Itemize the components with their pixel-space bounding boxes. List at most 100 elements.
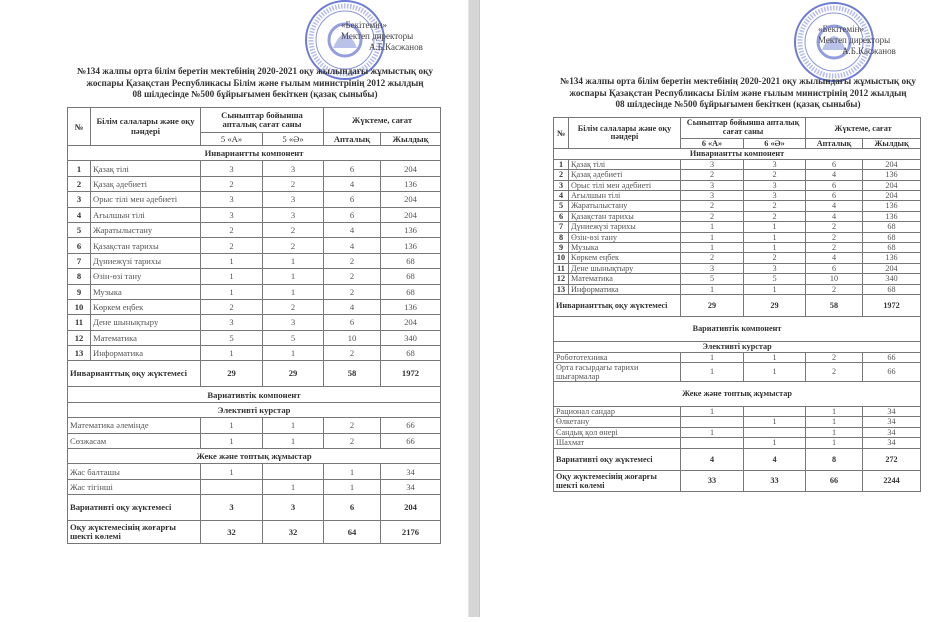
table-row: Өлкетану 1 1 34 [553,416,922,428]
header-class-b: 5 «Ә» [262,132,324,146]
hours-class-b: 1 [262,268,324,285]
curriculum-table: № Білім салалары және оқу пәндері Сыныптар… [552,116,922,492]
section-label: Элективті курстар [66,401,442,419]
hours-class-b: 3 [262,160,324,177]
hours-yearly: 204 [861,158,922,171]
hours-weekly: 1 [805,405,863,418]
hours-weekly: 10 [805,273,863,285]
hours-class-b: 29 [743,294,806,318]
hours-class-a: 1 [200,432,263,450]
hours-class-a: 1 [200,283,263,300]
hours-yearly: 136 [861,169,922,181]
section-row: Вариативтік компонент [552,316,922,343]
document-page-right: «Бекітемін» Мектеп директоры А.Б.Касжано… [478,0,950,622]
hours-weekly: 4 [805,200,863,212]
hours-class-a: 1 [680,231,744,244]
hours-weekly: 2 [805,351,863,363]
hours-weekly: 6 [323,494,381,522]
section-label: Жеке және топтық жұмыстар [66,448,442,465]
table-row: 5 Жаратылыстану 2 2 4 136 [553,200,922,212]
hours-class-a: 1 [200,252,263,270]
hours-class-a: 1 [680,361,744,382]
table-row: 12 Математика 5 5 10 340 [553,273,922,285]
official-stamp-icon [305,0,385,80]
hours-class-a: 5 [200,329,263,347]
hours-yearly: 68 [861,221,922,233]
hours-class-a: 1 [680,351,744,363]
hours-weekly: 64 [323,520,381,545]
header-yearly: Жылдық [861,137,922,150]
hours-class-a: 2 [680,252,744,264]
hours-class-a: 29 [200,360,263,388]
hours-class-b: 5 [743,273,806,285]
hours-yearly: 204 [379,494,442,522]
hours-weekly: 6 [805,158,863,171]
hours-weekly: 1 [323,463,381,480]
subject-name: Орыс тілі мен әдебиеті [568,179,681,192]
hours-class-a: 2 [200,175,263,193]
hours-yearly: 136 [861,252,922,264]
row-number: 4 [553,190,569,202]
table-header-row: № Білім салалары және оқу пәндері Сыныптар… [553,116,922,150]
total-label: Оқу жүктемесінің жоғарғы шекті көлемі [67,520,201,545]
hours-yearly: 34 [861,416,922,428]
hours-class-b: 5 [262,329,324,347]
table-row: 8 Өзін-өзі тану 1 1 2 68 [553,231,922,244]
table-row: Сөзжасам 1 1 2 66 [67,432,442,450]
hours-yearly: 68 [861,283,922,296]
hours-class-a: 1 [200,463,263,480]
hours-class-b: 3 [262,494,324,522]
section-label: Вариативтік компонент [66,386,442,403]
hours-weekly: 6 [805,190,863,202]
table-row: Шахмат 1 1 34 [553,437,922,449]
hours-class-b: 29 [262,360,324,388]
course-name: Сандық қол өнері [553,426,681,439]
hours-class-a: 1 [200,417,263,434]
hours-yearly: 136 [379,221,442,239]
hours-class-b: 3 [743,190,806,202]
row-number: 13 [553,283,569,296]
title-line: №134 жалпы орта білім беретін мектебінің… [559,76,916,86]
course-name: Математика әлемінде [67,417,201,434]
subject-name: Қазақ әдебиеті [568,169,681,181]
table-subheader-row: 5 «А» 5 «Ә» Апталық Жылдық [68,132,442,146]
row-number: 7 [553,221,569,233]
section-row: Вариативтік компонент [66,386,442,403]
hours-yearly: 66 [379,417,442,434]
row-number: 7 [67,252,91,270]
course-name: Жас балташы [67,463,201,480]
course-name: Орта ғасырдағы тарихи шығармалар [553,361,681,382]
subject-name: Музыка [568,242,681,254]
hours-weekly: 4 [323,237,381,254]
hours-weekly: 10 [323,329,381,347]
title-line: №134 жалпы орта білім беретін мектебінің… [76,66,433,76]
section-row: Жеке және топтық жұмыстар [66,448,442,465]
hours-yearly: 66 [861,351,922,363]
row-number: 5 [553,200,569,212]
hours-class-a: 2 [200,221,263,239]
hours-class-a: 3 [680,158,744,171]
document-title: №134 жалпы орта білім беретін мектебінің… [60,66,450,101]
hours-class-b: 1 [743,351,806,363]
page-divider [468,0,480,617]
row-number: 11 [553,262,569,275]
row-number: 8 [67,268,91,285]
hours-class-a: 2 [200,298,263,316]
hours-yearly: 68 [379,283,442,300]
hours-class-a: 1 [680,221,744,233]
total-label: Вариативті оқу жүктемесі [553,447,681,471]
subject-name: Ағылшын тілі [568,190,681,202]
hours-class-a: 3 [680,190,744,202]
hours-class-a: 1 [200,268,263,285]
row-number: 11 [67,314,91,331]
table-row: 12 Математика 5 5 10 340 [67,329,442,347]
hours-class-a: 2 [200,237,263,254]
header-weekly: Апталық [805,137,863,150]
row-number: 13 [67,345,91,362]
hours-class-a: 1 [680,283,744,296]
table-row: 1 Қазақ тілі 3 3 6 204 [67,160,442,177]
subject-name: Қазақстан тарихы [568,210,681,223]
subject-name: Өзін-өзі тану [568,231,681,244]
table-row: 7 Дүниежүзі тарихы 1 1 2 68 [67,252,442,270]
hours-class-b [743,426,806,439]
